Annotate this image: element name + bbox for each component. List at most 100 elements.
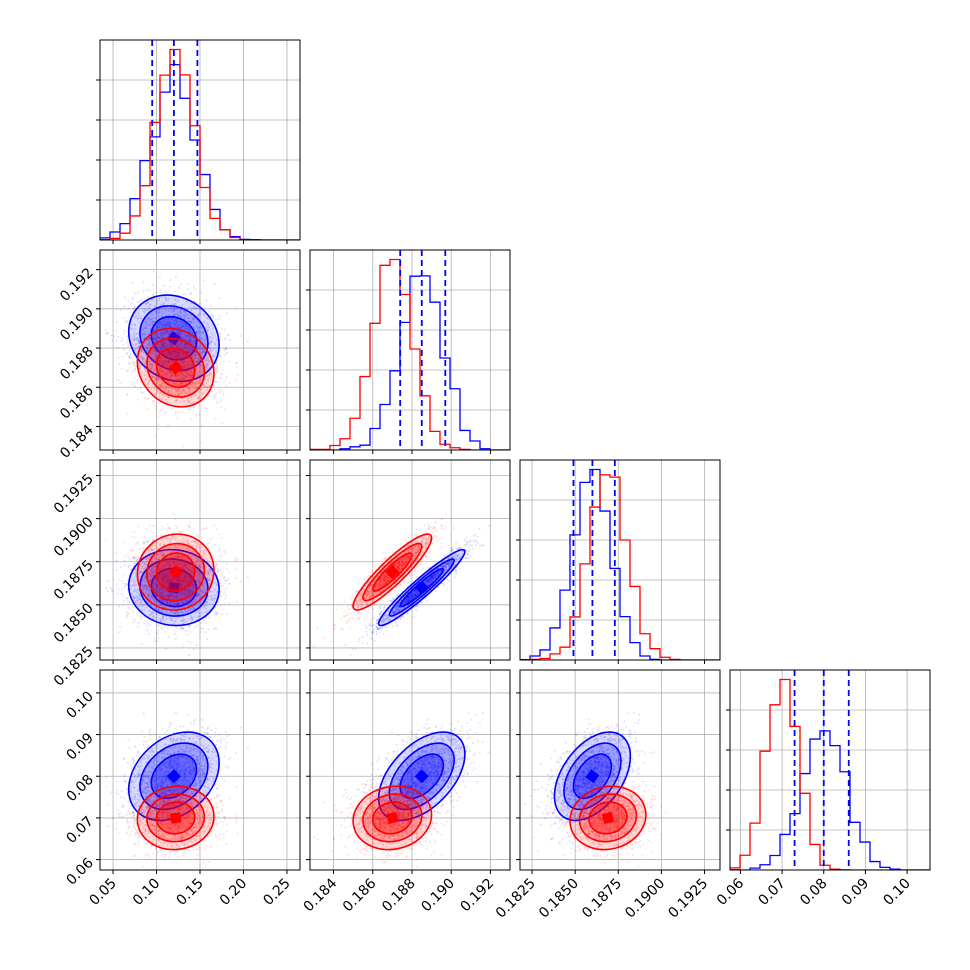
sample-point — [209, 569, 212, 572]
sample-point — [164, 574, 167, 577]
sample-point — [143, 326, 146, 329]
sample-point — [180, 382, 183, 385]
sample-point — [148, 366, 151, 369]
sample-point — [162, 344, 165, 347]
sample-point — [210, 340, 213, 343]
sample-point — [161, 578, 164, 581]
sample-point — [209, 568, 212, 571]
sample-point — [161, 346, 164, 349]
sample-point — [106, 579, 109, 582]
sample-point — [198, 351, 201, 354]
sample-point — [196, 596, 199, 599]
sample-point — [211, 349, 214, 352]
sample-point — [212, 316, 215, 319]
sample-point — [179, 382, 182, 385]
sample-point — [171, 329, 174, 332]
sample-point — [170, 375, 173, 378]
sample-point — [185, 333, 188, 336]
sample-point — [158, 608, 161, 611]
sample-point — [186, 386, 189, 389]
sample-point — [159, 384, 162, 387]
sample-point — [143, 342, 146, 345]
sample-point — [178, 373, 181, 376]
sample-point — [145, 584, 148, 587]
sample-point — [170, 361, 173, 364]
sample-point — [184, 377, 187, 380]
sample-point — [130, 592, 133, 595]
sample-point — [128, 366, 131, 369]
sample-point — [135, 337, 138, 340]
sample-point — [196, 321, 199, 324]
sample-point — [178, 352, 181, 355]
sample-point — [151, 351, 154, 354]
sample-point — [188, 592, 191, 595]
sample-point — [180, 331, 183, 334]
sample-point — [188, 591, 191, 594]
sample-point — [161, 362, 164, 365]
sample-point — [190, 362, 193, 365]
sample-point — [161, 312, 164, 315]
sample-point — [165, 360, 168, 363]
sample-point — [169, 353, 172, 356]
sample-point — [189, 349, 192, 352]
sample-point — [177, 352, 180, 355]
sample-point — [141, 610, 144, 613]
sample-point — [178, 361, 181, 364]
sample-point — [191, 584, 194, 587]
sample-point — [176, 310, 179, 313]
sample-point — [186, 282, 189, 285]
sample-point — [152, 585, 155, 588]
sample-point — [130, 380, 133, 383]
sample-point — [166, 323, 169, 326]
sample-point — [165, 387, 168, 390]
sample-point — [165, 362, 168, 365]
sample-point — [153, 435, 156, 438]
sample-point — [194, 599, 197, 602]
sample-point — [179, 340, 182, 343]
sample-point — [201, 351, 204, 354]
sample-point — [196, 314, 199, 317]
sample-point — [163, 357, 166, 360]
sample-point — [181, 580, 184, 583]
sample-point — [165, 298, 168, 301]
sample-point — [164, 352, 167, 355]
sample-point — [167, 563, 170, 566]
sample-point — [175, 324, 178, 327]
sample-point — [159, 367, 162, 370]
sample-point — [189, 408, 192, 411]
sample-point — [165, 371, 168, 374]
sample-point — [140, 356, 143, 359]
sample-point — [161, 342, 164, 345]
sample-point — [157, 416, 160, 419]
sample-point — [175, 603, 178, 606]
sample-point — [184, 620, 187, 623]
sample-point — [190, 617, 193, 620]
sample-point — [195, 368, 198, 371]
sample-point — [160, 359, 163, 362]
sample-point — [202, 279, 205, 282]
sample-point — [165, 344, 168, 347]
sample-point — [168, 359, 171, 362]
sample-point — [153, 337, 156, 340]
sample-point — [181, 325, 184, 328]
sample-point — [209, 348, 212, 351]
sample-point — [189, 336, 192, 339]
sample-point — [141, 372, 144, 375]
sample-point — [128, 362, 131, 365]
sample-point — [207, 325, 210, 328]
sample-point — [174, 323, 177, 326]
sample-point — [134, 342, 137, 345]
y-tick-label: 0.184 — [57, 422, 97, 462]
sample-point — [156, 388, 159, 391]
sample-point — [203, 383, 206, 386]
sample-point — [200, 337, 203, 340]
sample-point — [175, 592, 178, 595]
sample-point — [156, 633, 159, 636]
sample-point — [179, 626, 182, 629]
sample-point — [166, 365, 169, 368]
sample-point — [225, 378, 228, 381]
sample-point — [168, 352, 171, 355]
sample-point — [132, 336, 135, 339]
sample-point — [161, 370, 164, 373]
sample-point — [150, 594, 153, 597]
